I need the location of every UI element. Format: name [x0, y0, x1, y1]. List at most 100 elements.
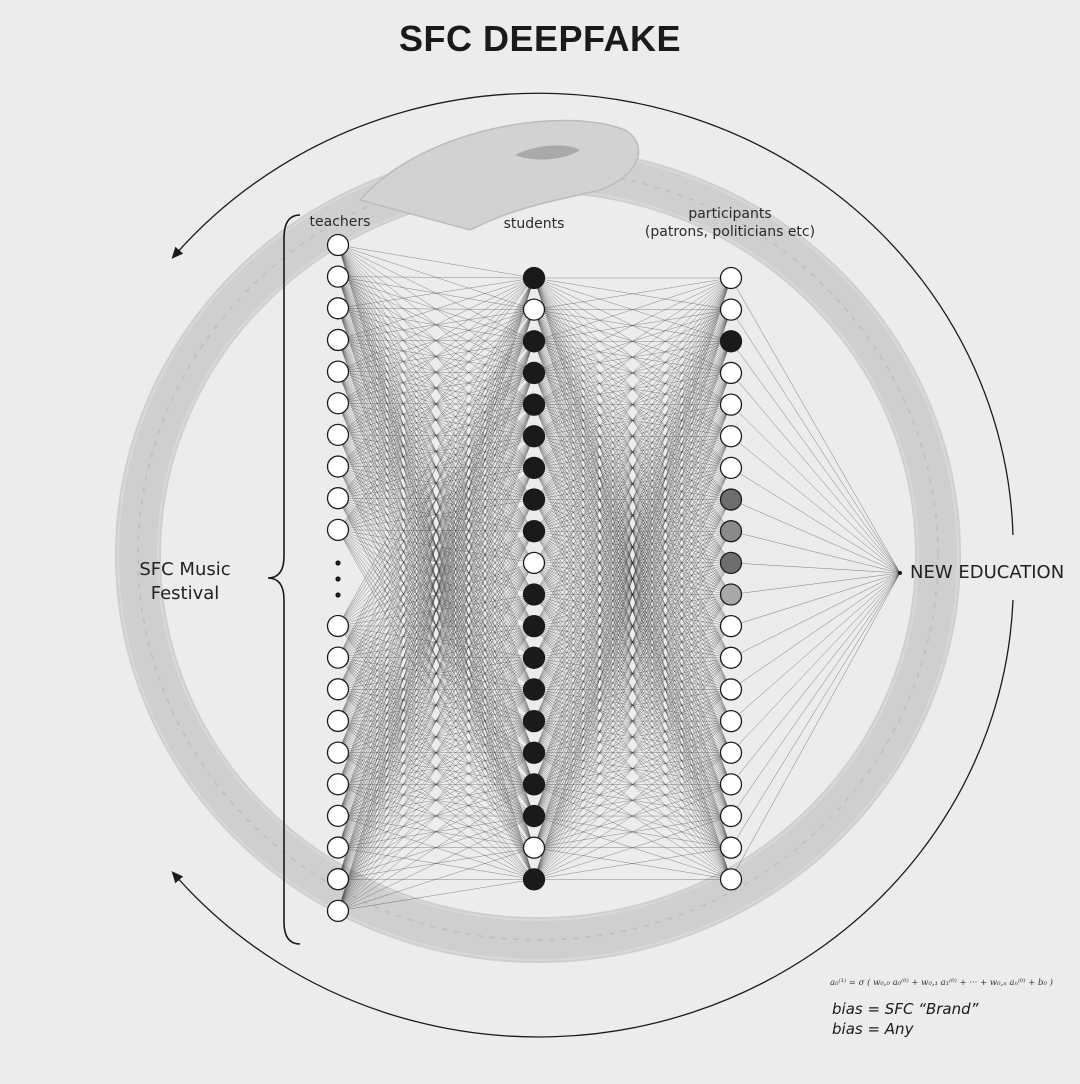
student-node	[524, 299, 545, 320]
network-edge	[731, 573, 900, 626]
festival-label-line1: SFC Music	[120, 558, 250, 582]
network-edge	[338, 278, 534, 530]
bias-line-1: bias = SFC “Brand”	[832, 1000, 978, 1018]
network-edge	[731, 373, 900, 573]
teacher-node	[328, 616, 349, 637]
network-edge	[731, 573, 900, 658]
participant-node	[721, 711, 742, 732]
participant-node	[721, 331, 742, 352]
student-node	[524, 552, 545, 573]
student-node	[524, 711, 545, 732]
participant-node	[721, 426, 742, 447]
teacher-node	[328, 424, 349, 445]
participant-node	[721, 362, 742, 383]
teacher-node	[328, 519, 349, 540]
teacher-node	[328, 679, 349, 700]
participant-node	[721, 457, 742, 478]
network-edge	[731, 531, 900, 573]
student-node	[524, 489, 545, 510]
participants-label-line2: (patrons, politicians etc)	[620, 223, 840, 241]
teacher-node	[328, 805, 349, 826]
student-node	[524, 806, 545, 827]
participant-node	[721, 552, 742, 573]
student-node	[524, 394, 545, 415]
participant-node	[721, 679, 742, 700]
new-education-label: NEW EDUCATION	[910, 562, 1064, 583]
student-node	[524, 331, 545, 352]
teacher-node	[328, 837, 349, 858]
bias-line-2: bias = Any	[832, 1020, 913, 1038]
teacher-node	[328, 235, 349, 256]
participant-node	[721, 584, 742, 605]
teacher-node	[328, 710, 349, 731]
festival-label: SFC Music Festival	[120, 558, 250, 606]
participant-node	[721, 774, 742, 795]
teacher-node	[328, 900, 349, 921]
teacher-node	[328, 488, 349, 509]
students-label: students	[484, 215, 584, 233]
ellipsis-dot	[335, 560, 340, 565]
student-node	[524, 616, 545, 637]
output-node	[898, 571, 902, 575]
student-node	[524, 742, 545, 763]
activation-formula: a₀⁽¹⁾ = σ ( w₀,₀ a₀⁽⁰⁾ + w₀,₁ a₁⁽⁰⁾ + ··…	[830, 978, 1053, 988]
teacher-node	[328, 298, 349, 319]
network-edge	[731, 573, 900, 595]
student-node	[524, 837, 545, 858]
participant-node	[721, 616, 742, 637]
student-node	[524, 268, 545, 289]
teacher-node	[328, 361, 349, 382]
student-node	[524, 457, 545, 478]
network-edge	[731, 500, 900, 573]
network-edge	[338, 278, 534, 435]
teacher-node	[328, 456, 349, 477]
ellipsis-dot	[335, 592, 340, 597]
student-node	[524, 647, 545, 668]
participants-label: participants (patrons, politicians etc)	[620, 205, 840, 241]
teacher-node	[328, 266, 349, 287]
network-edge	[338, 373, 534, 530]
network-edge	[731, 573, 900, 721]
teacher-node	[328, 393, 349, 414]
teacher-node	[328, 647, 349, 668]
teacher-node	[328, 742, 349, 763]
network-edge	[338, 341, 534, 530]
student-node	[524, 362, 545, 383]
participant-node	[721, 521, 742, 542]
network-edge	[731, 563, 900, 573]
participant-node	[721, 299, 742, 320]
teacher-node	[328, 329, 349, 350]
student-node	[524, 679, 545, 700]
page-title: SFC DEEPFAKE	[0, 18, 1080, 60]
participant-node	[721, 869, 742, 890]
network-edge	[731, 405, 900, 573]
teachers-label: teachers	[300, 213, 380, 231]
student-node	[524, 584, 545, 605]
network-edge	[338, 277, 534, 278]
network-edge	[338, 405, 534, 530]
teacher-node	[328, 869, 349, 890]
student-node	[524, 521, 545, 542]
teacher-node	[328, 774, 349, 795]
festival-label-line2: Festival	[120, 582, 250, 606]
participant-node	[721, 647, 742, 668]
ellipsis-dot	[335, 576, 340, 581]
network-edge	[731, 468, 900, 573]
student-node	[524, 869, 545, 890]
participants-label-line1: participants	[620, 205, 840, 223]
participant-node	[721, 742, 742, 763]
network-edge	[338, 278, 534, 498]
network-edge	[338, 278, 534, 308]
network-edge	[338, 278, 534, 372]
participant-node	[721, 837, 742, 858]
participant-node	[721, 806, 742, 827]
network-edge	[338, 310, 534, 530]
network-edge	[731, 436, 900, 573]
participant-node	[721, 394, 742, 415]
participant-node	[721, 268, 742, 289]
student-node	[524, 426, 545, 447]
participant-node	[721, 489, 742, 510]
student-node	[524, 774, 545, 795]
